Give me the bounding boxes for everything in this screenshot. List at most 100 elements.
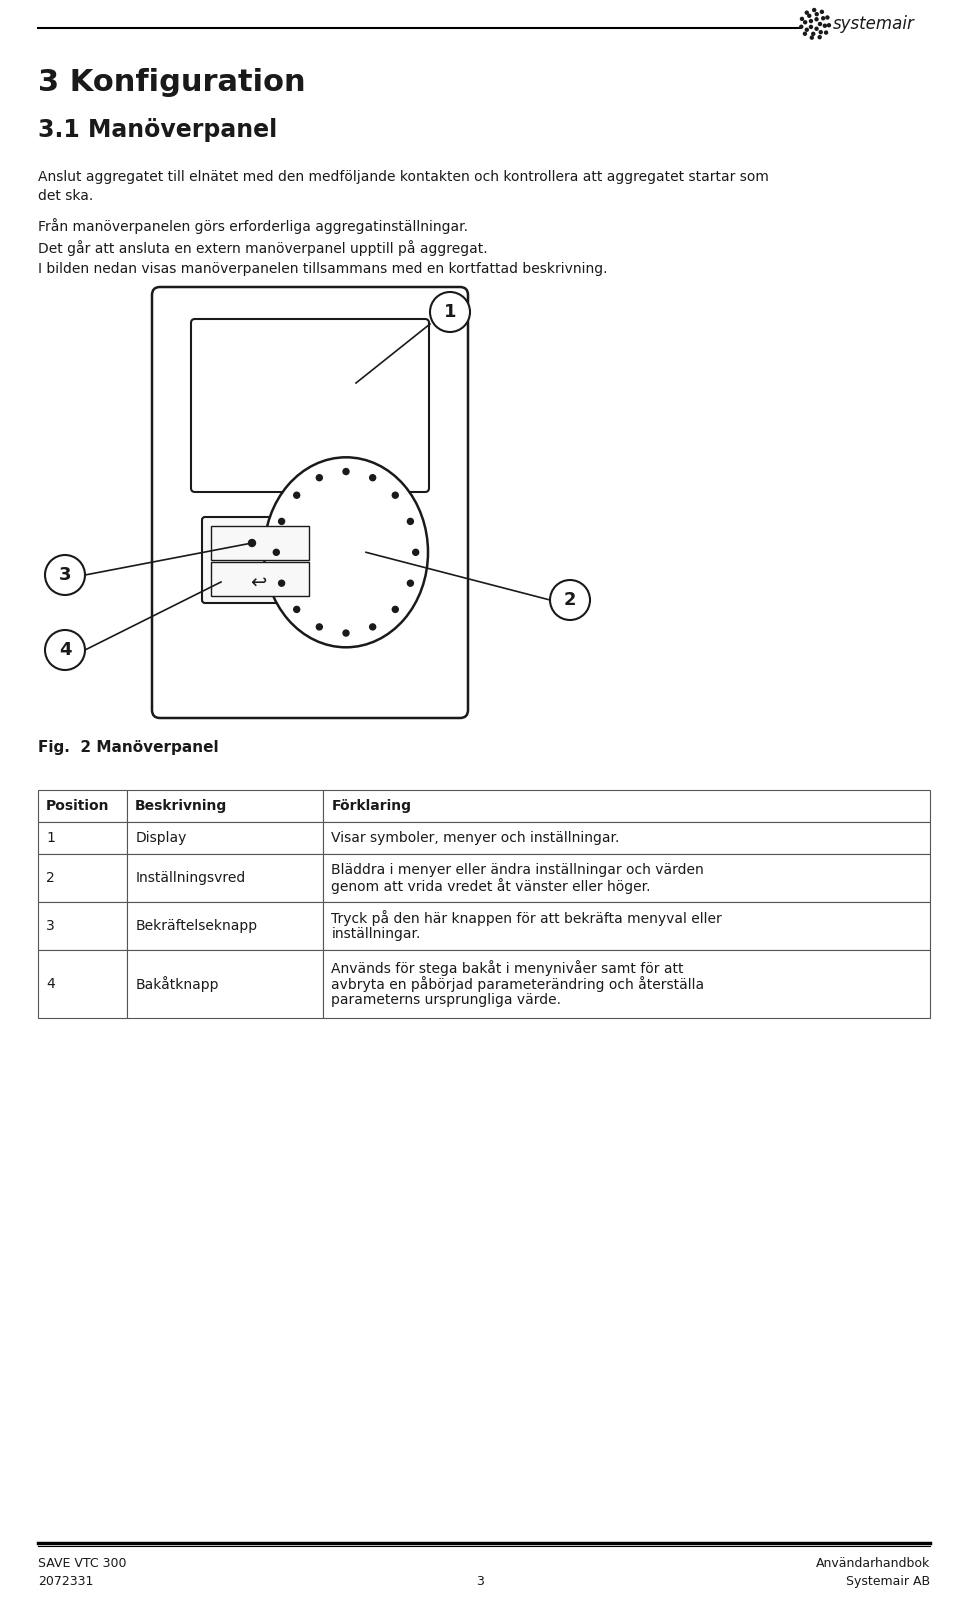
Circle shape xyxy=(407,579,414,586)
Circle shape xyxy=(370,475,375,480)
Text: inställningar.: inställningar. xyxy=(331,928,420,941)
Circle shape xyxy=(393,607,398,613)
Circle shape xyxy=(370,624,375,629)
Circle shape xyxy=(812,32,815,35)
Circle shape xyxy=(810,37,813,39)
Text: 1: 1 xyxy=(444,303,456,321)
Text: Används för stega bakåt i menynivåer samt för att: Används för stega bakåt i menynivåer sam… xyxy=(331,960,684,976)
Text: Display: Display xyxy=(135,831,186,844)
Circle shape xyxy=(804,21,806,24)
Text: SAVE VTC 300: SAVE VTC 300 xyxy=(38,1557,127,1570)
Circle shape xyxy=(45,555,85,595)
Bar xyxy=(127,854,324,902)
Text: I bilden nedan visas manöverpanelen tillsammans med en kortfattad beskrivning.: I bilden nedan visas manöverpanelen till… xyxy=(38,262,608,276)
Bar xyxy=(127,790,324,822)
Circle shape xyxy=(317,475,323,480)
Circle shape xyxy=(826,16,828,19)
Circle shape xyxy=(825,30,828,34)
Circle shape xyxy=(807,14,811,18)
Bar xyxy=(127,950,324,1018)
Circle shape xyxy=(819,30,822,34)
Text: avbryta en påbörjad parameterändring och återställa: avbryta en påbörjad parameterändring och… xyxy=(331,976,705,992)
Text: Anslut aggregatet till elnätet med den medföljande kontakten och kontrollera att: Anslut aggregatet till elnätet med den m… xyxy=(38,170,769,204)
Text: Det går att ansluta en extern manöverpanel upptill på aggregat.: Det går att ansluta en extern manöverpan… xyxy=(38,241,488,255)
Circle shape xyxy=(249,539,255,546)
Circle shape xyxy=(815,18,818,21)
Circle shape xyxy=(317,624,323,629)
Circle shape xyxy=(824,24,827,27)
Text: Visar symboler, menyer och inställningar.: Visar symboler, menyer och inställningar… xyxy=(331,831,620,844)
Circle shape xyxy=(550,579,590,620)
Text: Fig.  2 Manöverpanel: Fig. 2 Manöverpanel xyxy=(38,740,219,754)
Bar xyxy=(324,950,930,1018)
Text: Användarhandbok: Användarhandbok xyxy=(816,1557,930,1570)
Bar xyxy=(211,526,309,560)
FancyBboxPatch shape xyxy=(191,319,429,493)
Text: Bakåtknapp: Bakåtknapp xyxy=(135,976,219,992)
Circle shape xyxy=(294,607,300,613)
Text: Position: Position xyxy=(46,799,109,814)
Text: 3.1 Manöverpanel: 3.1 Manöverpanel xyxy=(38,119,277,141)
Bar xyxy=(38,790,127,822)
Circle shape xyxy=(274,549,279,555)
Text: 1: 1 xyxy=(46,831,55,844)
Circle shape xyxy=(45,631,85,669)
Text: parameterns ursprungliga värde.: parameterns ursprungliga värde. xyxy=(331,993,562,1006)
Text: 2: 2 xyxy=(564,591,576,608)
Circle shape xyxy=(822,16,825,19)
FancyBboxPatch shape xyxy=(202,517,318,603)
Circle shape xyxy=(413,549,419,555)
Text: 2072331: 2072331 xyxy=(38,1575,93,1587)
Circle shape xyxy=(805,29,808,30)
Circle shape xyxy=(800,26,803,29)
Circle shape xyxy=(278,579,284,586)
FancyBboxPatch shape xyxy=(152,287,468,717)
Text: genom att vrida vredet åt vänster eller höger.: genom att vrida vredet åt vänster eller … xyxy=(331,878,651,894)
Bar xyxy=(38,950,127,1018)
Circle shape xyxy=(819,22,822,26)
Bar xyxy=(38,854,127,902)
Circle shape xyxy=(818,35,821,39)
Text: 3: 3 xyxy=(46,920,55,933)
Circle shape xyxy=(393,493,398,498)
Circle shape xyxy=(809,19,812,22)
Circle shape xyxy=(278,518,284,525)
Text: Bekräftelseknapp: Bekräftelseknapp xyxy=(135,920,257,933)
Bar xyxy=(127,822,324,854)
Circle shape xyxy=(805,11,808,14)
Bar xyxy=(38,822,127,854)
Text: Beskrivning: Beskrivning xyxy=(135,799,228,814)
Circle shape xyxy=(821,10,824,13)
Circle shape xyxy=(813,8,816,11)
Bar xyxy=(324,854,930,902)
Text: Från manöverpanelen görs erforderliga aggregatinställningar.: Från manöverpanelen görs erforderliga ag… xyxy=(38,218,468,234)
Text: 4: 4 xyxy=(46,977,55,990)
Bar xyxy=(211,562,309,595)
Circle shape xyxy=(430,292,470,332)
Text: Inställningsvred: Inställningsvred xyxy=(135,872,246,884)
Circle shape xyxy=(801,18,804,21)
Circle shape xyxy=(828,24,830,27)
Bar xyxy=(324,822,930,854)
Text: 3: 3 xyxy=(476,1575,484,1587)
Text: Systemair AB: Systemair AB xyxy=(846,1575,930,1587)
Text: 3 Konfiguration: 3 Konfiguration xyxy=(38,67,305,96)
Text: Bläddra i menyer eller ändra inställningar och värden: Bläddra i menyer eller ändra inställning… xyxy=(331,863,705,876)
Text: Förklaring: Förklaring xyxy=(331,799,412,814)
Text: Tryck på den här knappen för att bekräfta menyval eller: Tryck på den här knappen för att bekräft… xyxy=(331,910,722,926)
Ellipse shape xyxy=(264,457,428,647)
Bar xyxy=(127,902,324,950)
Text: systemair: systemair xyxy=(833,14,915,34)
Circle shape xyxy=(343,631,349,636)
Text: 2: 2 xyxy=(46,872,55,884)
Bar xyxy=(324,790,930,822)
Text: 3: 3 xyxy=(59,567,71,584)
Bar xyxy=(38,902,127,950)
Circle shape xyxy=(815,13,818,16)
Text: 4: 4 xyxy=(59,640,71,660)
Circle shape xyxy=(804,32,806,35)
Circle shape xyxy=(343,469,349,475)
Circle shape xyxy=(294,493,300,498)
Circle shape xyxy=(407,518,414,525)
Text: ↩: ↩ xyxy=(250,573,266,592)
